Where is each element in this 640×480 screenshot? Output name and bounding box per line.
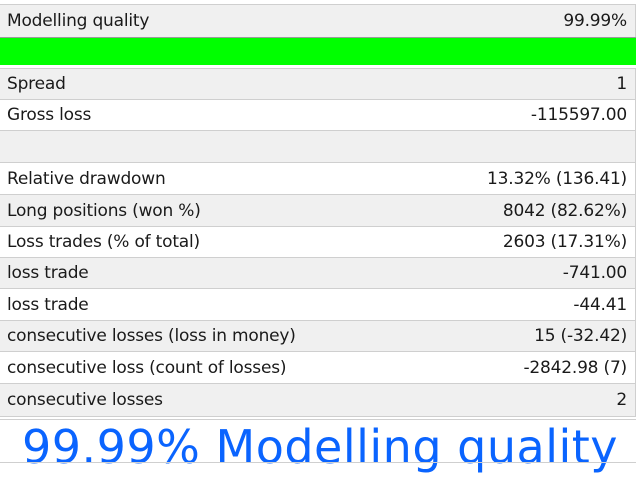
stat-value: -741.00 — [562, 263, 627, 283]
stat-value: -44.41 — [573, 294, 627, 315]
stat-label: Loss trades (% of total) — [7, 232, 200, 252]
stat-label: Spread — [7, 74, 66, 94]
stat-value: -2842.98 (7) — [523, 357, 627, 378]
stat-value: 1 — [616, 74, 627, 94]
stat-row-consecutive-loss-count: consecutive loss (count of losses) -2842… — [0, 351, 636, 383]
stat-label: Long positions (won %) — [7, 200, 201, 221]
table-bottom-divider — [0, 416, 636, 417]
stat-label: Gross loss — [7, 105, 92, 125]
stat-label: loss trade — [7, 294, 89, 315]
stat-row-long-positions: Long positions (won %) 8042 (82.62%) — [0, 194, 636, 226]
stat-label: loss trade — [7, 263, 89, 283]
stat-row-empty — [0, 130, 636, 162]
stat-label: consecutive losses — [7, 390, 163, 410]
stat-label: Relative drawdown — [7, 168, 166, 189]
stat-row-relative-drawdown: Relative drawdown 13.32% (136.41) — [0, 162, 636, 194]
stat-row-consecutive-losses-avg: consecutive losses 2 — [0, 383, 636, 416]
modelling-quality-row: Modelling quality 99.99% — [0, 4, 636, 37]
stat-label: consecutive losses (loss in money) — [7, 326, 296, 346]
stat-row-loss-trades: Loss trades (% of total) 2603 (17.31%) — [0, 226, 636, 257]
table-bottom-divider-inner — [0, 419, 636, 420]
modelling-quality-caption: 99.99% Modelling quality — [21, 420, 619, 474]
stat-row-loss-trade-average: loss trade -44.41 — [0, 288, 636, 320]
stat-row-spread: Spread 1 — [0, 68, 636, 99]
stat-row-loss-trade-largest: loss trade -741.00 — [0, 257, 636, 288]
stat-value: 15 (-32.42) — [534, 326, 627, 346]
caption-bottom-divider — [0, 462, 636, 463]
stat-value: 13.32% (136.41) — [487, 168, 627, 189]
stat-value: 2 — [616, 390, 627, 410]
stat-row-gross-loss: Gross loss -115597.00 — [0, 99, 636, 130]
modelling-quality-label: Modelling quality — [7, 11, 150, 31]
stat-label: consecutive loss (count of losses) — [7, 357, 287, 378]
modelling-quality-bar — [0, 37, 636, 65]
modelling-quality-value: 99.99% — [563, 11, 627, 31]
stat-value: -115597.00 — [530, 105, 627, 125]
stat-value: 2603 (17.31%) — [502, 232, 627, 252]
stat-value: 8042 (82.62%) — [502, 200, 627, 221]
stat-row-consecutive-losses-money: consecutive losses (loss in money) 15 (-… — [0, 320, 636, 351]
